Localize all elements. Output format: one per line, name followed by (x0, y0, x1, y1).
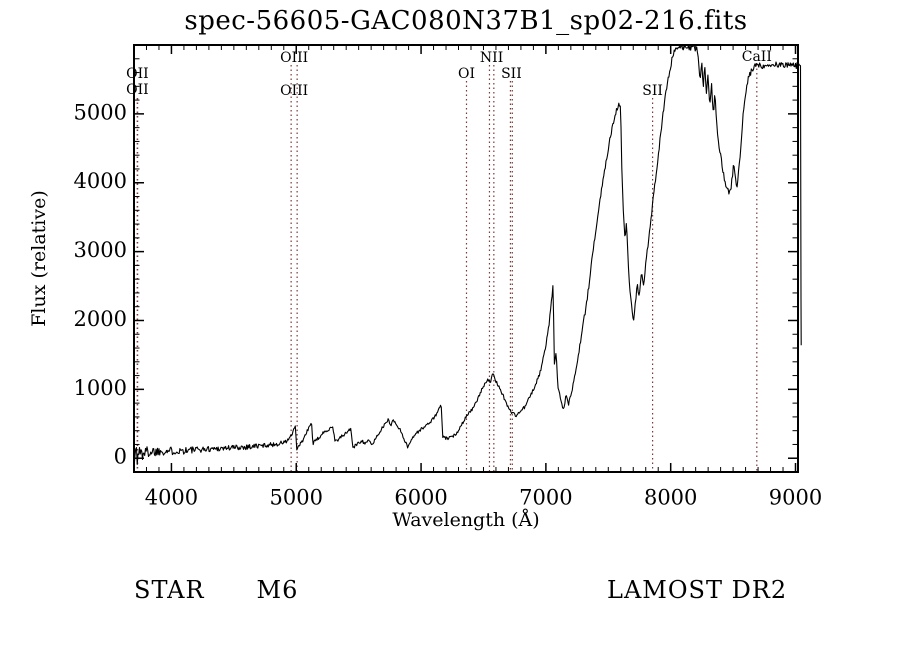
line-label-oiii: OIII (280, 50, 308, 66)
y-tick-label: 4000 (74, 169, 127, 193)
y-axis-title: Flux (relative) (28, 190, 50, 327)
annotation-left: STAR M6 cz = −4.2 ± 1.5 km/s RA = 78.724… (134, 538, 441, 649)
y-tick-label: 5000 (74, 100, 127, 124)
line-label-sii: SII (501, 66, 522, 82)
x-tick-label: 5000 (270, 486, 323, 510)
line-label-oiii: OIII (280, 83, 308, 99)
annotation-right: LAMOST DR2 Obs-Date: 20131108 (607, 538, 790, 649)
survey-name: LAMOST DR2 (607, 576, 788, 604)
object-class-row: STAR M6 (134, 576, 441, 604)
line-label-caii: CaII (742, 49, 772, 65)
y-tick-label: 0 (114, 445, 127, 469)
x-tick-label: 4000 (145, 486, 198, 510)
line-label-oii: OII (126, 82, 149, 98)
spectrum-trace (133, 45, 802, 465)
object-subclass: M6 (256, 576, 299, 604)
x-axis-title: Wavelength (Å) (392, 509, 539, 531)
line-label-sii: SII (642, 83, 663, 99)
x-tick-label: 8000 (644, 486, 697, 510)
line-label-oi: OI (458, 66, 475, 82)
x-tick-label: 7000 (519, 486, 572, 510)
x-tick-label: 9000 (769, 486, 822, 510)
y-tick-label: 3000 (74, 238, 127, 262)
line-label-oii: OII (126, 66, 149, 82)
y-tick-label: 1000 (74, 376, 127, 400)
object-class: STAR (134, 576, 205, 604)
axes-box (133, 44, 799, 473)
x-tick-label: 6000 (394, 486, 447, 510)
line-label-nii: NII (480, 50, 503, 66)
y-tick-label: 2000 (74, 307, 127, 331)
plot-title: spec-56605-GAC080N37B1_sp02-216.fits (184, 6, 748, 36)
